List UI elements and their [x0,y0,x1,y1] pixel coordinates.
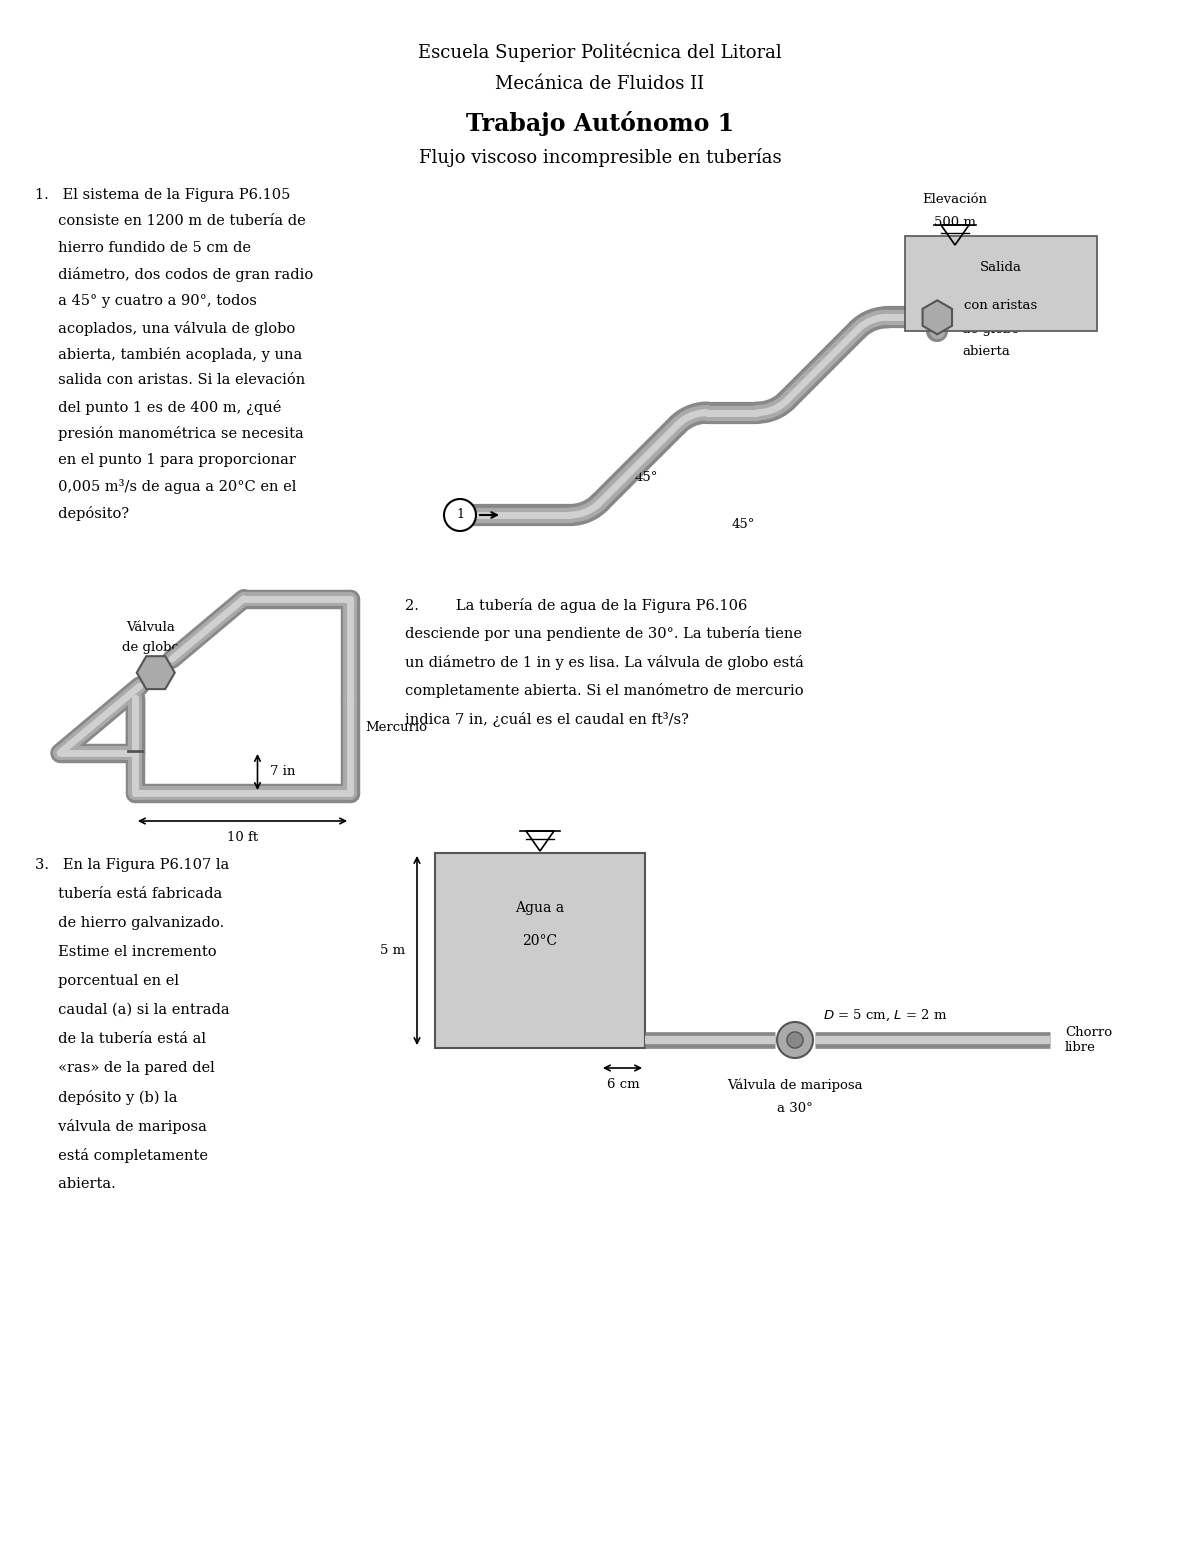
Text: 1.   El sistema de la Figura P6.105: 1. El sistema de la Figura P6.105 [35,188,290,202]
Text: hierro fundido de 5 cm de: hierro fundido de 5 cm de [35,241,251,255]
Text: completamente abierta. Si el manómetro de mercurio: completamente abierta. Si el manómetro d… [406,683,804,699]
Text: de globo: de globo [962,323,1020,335]
Text: Flujo viscoso incompresible en tuberías: Flujo viscoso incompresible en tuberías [419,148,781,168]
Text: 45°: 45° [635,472,659,485]
Text: 3.   En la Figura P6.107 la: 3. En la Figura P6.107 la [35,857,229,871]
Text: depósito?: depósito? [35,506,130,520]
Text: abierta.: abierta. [35,1177,115,1191]
Circle shape [778,1022,814,1058]
Bar [905,236,1097,331]
Text: Válvula de mariposa: Válvula de mariposa [727,1078,863,1092]
Text: del punto 1 es de 400 m, ¿qué: del punto 1 es de 400 m, ¿qué [35,401,281,415]
Text: 20°C: 20°C [522,933,558,947]
Text: 6 cm: 6 cm [607,1078,640,1092]
Text: Válvula: Válvula [126,621,175,634]
Text: consiste en 1200 m de tubería de: consiste en 1200 m de tubería de [35,214,306,228]
Text: 45°: 45° [732,519,755,531]
Polygon shape [923,300,952,334]
Text: en el punto 1 para proporcionar: en el punto 1 para proporcionar [35,453,296,467]
Text: Chorro
libre: Chorro libre [1066,1027,1112,1054]
Text: 0,005 m³/s de agua a 20°C en el: 0,005 m³/s de agua a 20°C en el [35,480,296,494]
Text: válvula de mariposa: válvula de mariposa [35,1120,206,1134]
Bar [434,853,646,1048]
Text: presión manométrica se necesita: presión manométrica se necesita [35,427,304,441]
Text: tubería está fabricada: tubería está fabricada [35,887,222,901]
Text: un diámetro de 1 in y es lisa. La válvula de globo está: un diámetro de 1 in y es lisa. La válvul… [406,655,804,669]
Text: Estime el incremento: Estime el incremento [35,944,217,960]
Text: diámetro, dos codos de gran radio: diámetro, dos codos de gran radio [35,267,313,283]
Text: a 30°: a 30° [778,1103,812,1115]
Text: $D$ = 5 cm, $L$ = 2 m: $D$ = 5 cm, $L$ = 2 m [823,1008,948,1023]
Text: de hierro galvanizado.: de hierro galvanizado. [35,916,224,930]
Text: 10 ft: 10 ft [227,831,258,843]
Text: está completamente: está completamente [35,1148,208,1163]
Text: 7 in: 7 in [270,766,295,778]
Text: desciende por una pendiente de 30°. La tubería tiene: desciende por una pendiente de 30°. La t… [406,626,802,641]
Text: de la tubería está al: de la tubería está al [35,1033,206,1047]
Text: Escuela Superior Politécnica del Litoral: Escuela Superior Politécnica del Litoral [418,43,782,62]
Polygon shape [137,657,175,690]
Text: Elevación: Elevación [923,193,988,207]
Text: acoplados, una válvula de globo: acoplados, una válvula de globo [35,320,295,335]
Text: depósito y (b) la: depósito y (b) la [35,1090,178,1106]
Circle shape [787,1031,803,1048]
Text: salida con aristas. Si la elevación: salida con aristas. Si la elevación [35,374,305,388]
Text: Agua a: Agua a [516,901,564,915]
Text: 5 m: 5 m [380,944,406,957]
Text: Trabajo Autónomo 1: Trabajo Autónomo 1 [466,110,734,137]
Text: 1: 1 [456,508,464,522]
Text: «ras» de la pared del: «ras» de la pared del [35,1061,215,1075]
Text: porcentual en el: porcentual en el [35,974,179,988]
Text: con aristas: con aristas [965,298,1038,312]
Text: indica 7 in, ¿cuál es el caudal en ft³/s?: indica 7 in, ¿cuál es el caudal en ft³/s… [406,711,689,727]
Text: abierta, también acoplada, y una: abierta, también acoplada, y una [35,346,302,362]
Text: Válvula: Válvula [962,301,1012,314]
Text: abierta: abierta [962,345,1010,357]
Circle shape [444,499,476,531]
Text: caudal (a) si la entrada: caudal (a) si la entrada [35,1003,229,1017]
Text: de globo: de globo [122,641,180,654]
Text: Salida: Salida [980,261,1022,273]
Text: Mecánica de Fluidos II: Mecánica de Fluidos II [496,75,704,93]
Text: a 45° y cuatro a 90°, todos: a 45° y cuatro a 90°, todos [35,294,257,307]
Text: Mercurio: Mercurio [365,722,427,735]
Text: 2.        La tubería de agua de la Figura P6.106: 2. La tubería de agua de la Figura P6.10… [406,598,748,613]
Text: 500 m: 500 m [934,216,976,228]
